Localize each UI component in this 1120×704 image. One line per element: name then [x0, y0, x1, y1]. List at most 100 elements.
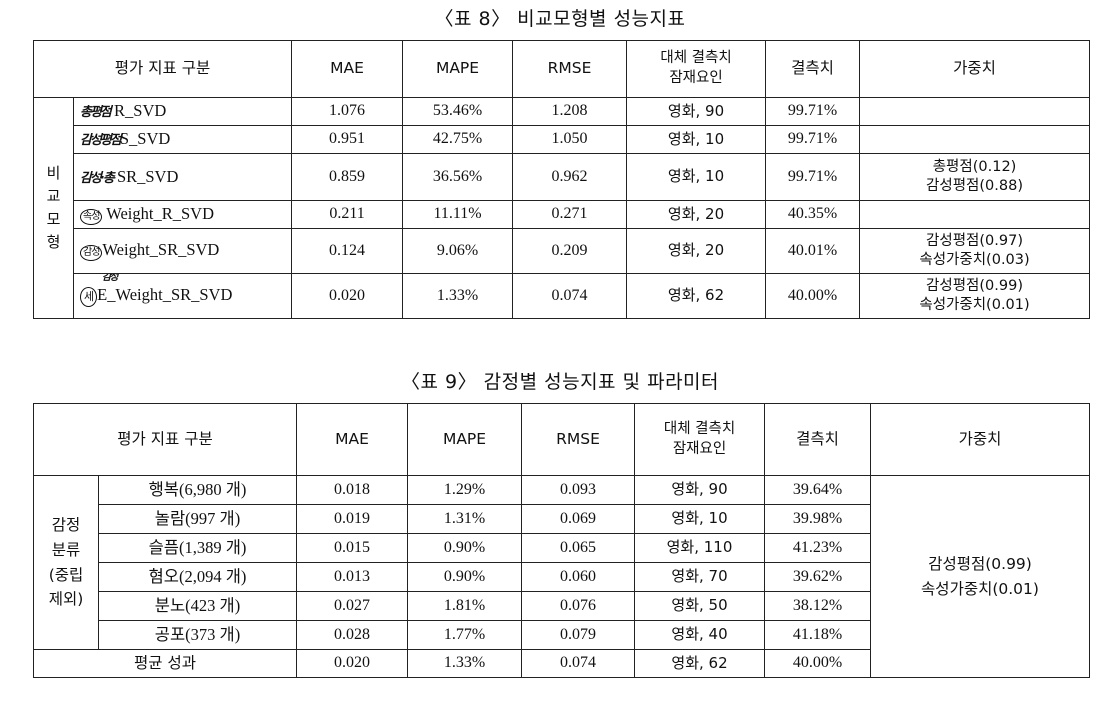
substitute-cell: 영화, 90 [634, 475, 766, 505]
substitute-cell: 영화, 62 [634, 649, 766, 678]
table-row: 공포(373 개) 0.028 1.77% 0.079 영화, 40 41.18… [34, 620, 1090, 650]
model-label: SR_SVD [116, 166, 179, 186]
t9-header-category: 평가 지표 구분 [32, 403, 298, 476]
mape-cell: 0.90% [407, 562, 523, 592]
t8-group-label: 비 교 모 형 [33, 97, 74, 319]
weight-line: 속성가중치(0.01) [919, 297, 1030, 313]
rmse-cell: 1.208 [512, 97, 628, 126]
mae-cell: 0.124 [291, 228, 404, 274]
emotion-cell: 혐오(2,094 개) [97, 562, 298, 592]
mae-cell: 0.951 [291, 125, 404, 154]
weight-line: 감성평점(0.99) [926, 278, 1023, 295]
t9-header-mape: MAPE [407, 403, 523, 476]
missing-cell: 39.64% [764, 475, 872, 505]
missing-cell: 39.62% [764, 562, 872, 592]
table8: 평가 지표 구분 MAE MAPE RMSE 대체 결측치 잠재요인 결측치 가중… [32, 40, 1091, 319]
t8-header-mae: MAE [291, 40, 404, 98]
mae-cell: 0.019 [296, 504, 409, 534]
t9-group-line: (중립 [48, 565, 84, 584]
weight-cell [859, 125, 1091, 154]
t8-header-substitute-l2: 잠재요인 [669, 70, 723, 86]
mae-cell: 1.076 [291, 97, 404, 126]
table-row: 분노(423 개) 0.027 1.81% 0.076 영화, 50 38.12… [34, 591, 1090, 621]
mape-cell: 11.11% [402, 200, 514, 229]
mae-cell: 0.020 [296, 649, 409, 678]
rmse-cell: 0.069 [521, 504, 636, 534]
mape-cell: 1.33% [407, 649, 523, 678]
model-label: S_SVD [119, 129, 171, 149]
model-label: R_SVD [114, 101, 167, 121]
mae-cell: 0.015 [296, 533, 409, 563]
mae-cell: 0.020 [291, 273, 404, 319]
rmse-cell: 0.271 [512, 200, 628, 229]
t8-group-char: 형 [46, 233, 61, 252]
rmse-cell: 0.093 [521, 475, 636, 505]
table-row: 놀람(997 개) 0.019 1.31% 0.069 영화, 10 39.98… [34, 504, 1090, 534]
circled-note: 속성 [80, 208, 103, 225]
rmse-cell: 0.076 [521, 591, 636, 621]
rmse-cell: 0.060 [521, 562, 636, 592]
table9-caption: 〈표 9〉 감정별 성능지표 및 파라미터 [400, 371, 720, 393]
weight-cell: 감성평점(0.97) 속성가중치(0.03) [859, 228, 1091, 274]
weight-line: 속성가중치(0.01) [921, 579, 1039, 598]
table-row: 속성 Weight_R_SVD 0.211 11.11% 0.271 영화, 2… [34, 200, 1091, 229]
t8-header-category: 평가 지표 구분 [32, 40, 293, 98]
mape-cell: 42.75% [402, 125, 514, 154]
t9-weight-cell: 감성평점(0.99) 속성가중치(0.01) [870, 475, 1091, 678]
t9-group-label: 감정 분류 (중립 제외) [33, 475, 99, 650]
rmse-cell: 1.050 [512, 125, 628, 154]
t8-model-name: 감성 Weight_SR_SVD [72, 228, 293, 274]
t8-model-name: 감성·총 SR_SVD [72, 153, 293, 201]
substitute-cell: 영화, 40 [634, 620, 766, 650]
circled-note: 감성 [80, 245, 103, 261]
mae-cell: 0.027 [296, 591, 409, 621]
table-row: 혐오(2,094 개) 0.013 0.90% 0.060 영화, 70 39.… [34, 562, 1090, 592]
t8-group-char: 비 [46, 163, 61, 182]
mape-cell: 1.29% [407, 475, 523, 505]
missing-cell: 99.71% [765, 125, 861, 154]
substitute-cell: 영화, 70 [634, 562, 766, 592]
t9-header-rmse: RMSE [521, 403, 636, 476]
model-label: E_Weight_SR_SVD [97, 284, 233, 304]
substitute-cell: 영화, 10 [626, 125, 767, 154]
t8-header-mape: MAPE [402, 40, 514, 98]
missing-cell: 40.01% [765, 228, 861, 274]
t8-model-name: 감성 세 E_Weight_SR_SVD [72, 273, 293, 319]
t9-header-substitute-l1: 대체 결측치 [663, 420, 736, 437]
t9-header-missing: 결측치 [764, 403, 872, 476]
table-row: 감정 분류 (중립 제외) 행복(6,980 개) 0.018 1.29% 0.… [33, 475, 1091, 678]
substitute-cell: 영화, 10 [626, 153, 767, 201]
mae-cell: 0.013 [296, 562, 409, 592]
mape-cell: 1.31% [407, 504, 523, 534]
handwritten-note: 감성·총 [80, 170, 115, 186]
mape-cell: 1.33% [402, 273, 514, 319]
missing-cell: 40.35% [765, 200, 861, 229]
mape-cell: 53.46% [402, 97, 514, 126]
mape-cell: 9.06% [402, 228, 514, 274]
t9-group-line: 감정 [51, 515, 81, 534]
missing-cell: 40.00% [765, 273, 861, 319]
t8-model-name: 감성평점S_SVD [72, 125, 293, 154]
substitute-cell: 영화, 50 [634, 591, 766, 621]
emotion-cell: 놀람(997 개) [97, 504, 298, 534]
table8-caption: 〈표 8〉 비교모형별 성능지표 [434, 8, 686, 30]
weight-line: 감성평점(0.88) [926, 178, 1023, 194]
rmse-cell: 0.209 [512, 228, 628, 274]
weight-cell: 총평점(0.12) 감성평점(0.88) [859, 153, 1091, 201]
t9-header-substitute-l2: 잠재요인 [672, 440, 727, 457]
mape-cell: 1.81% [407, 591, 523, 621]
average-row: 평균 성과 0.020 1.33% 0.074 영화, 62 40.00% [32, 649, 1090, 678]
t9-header-weight: 가중치 [870, 403, 1091, 476]
substitute-cell: 영화, 90 [626, 97, 767, 126]
t8-group-char: 교 [46, 186, 61, 205]
rmse-cell: 0.074 [521, 649, 636, 678]
mape-cell: 0.90% [407, 533, 523, 563]
t9-header-mae: MAE [296, 403, 409, 476]
handwritten-note: 감성평점 [80, 133, 122, 149]
emotion-cell: 공포(373 개) [97, 620, 298, 650]
t8-header-substitute-l1: 대체 결측치 [660, 50, 732, 67]
t8-header-missing: 결측치 [765, 40, 861, 98]
table-row: 감성·총 SR_SVD 0.859 36.56% 0.962 영화, 10 99… [34, 153, 1091, 201]
